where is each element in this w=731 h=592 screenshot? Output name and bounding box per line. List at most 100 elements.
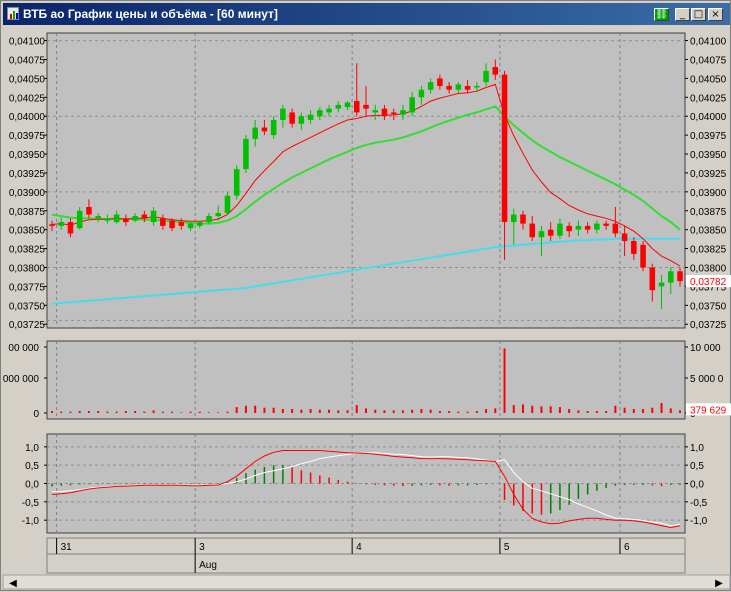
candle-body <box>196 222 203 226</box>
last-price-box <box>686 275 731 288</box>
candle-body <box>298 116 305 124</box>
price-tick-label-left: 0,03800 <box>9 263 46 274</box>
price-tick-label-right: 0,04050 <box>690 74 727 85</box>
price-panel[interactable] <box>46 32 686 329</box>
minimize-button[interactable]: _ <box>675 8 690 21</box>
candle-body <box>529 223 536 238</box>
price-tick-label-left: 0,04025 <box>9 93 46 104</box>
candle-body <box>344 102 351 108</box>
candle-body <box>233 169 240 196</box>
day-label: 4 <box>356 542 362 553</box>
price-tick-label-right: 0,04025 <box>690 93 727 104</box>
candle-body <box>289 112 295 124</box>
day-label: 6 <box>624 542 630 553</box>
scroll-right-arrow[interactable]: ▶ <box>715 578 723 589</box>
last-price-label: 0,03782 <box>690 277 727 288</box>
candle-body <box>150 210 157 223</box>
macd-tick-label-right: 0,0 <box>690 480 704 491</box>
price-tick-label-left: 0,03875 <box>9 207 46 218</box>
price-tick-label-left: 0,03925 <box>9 169 46 180</box>
candle-body <box>649 267 656 291</box>
macd-tick-label-left: -0,5 <box>22 498 40 509</box>
price-tick-label-left: 0,03950 <box>9 150 46 161</box>
candle-body <box>455 84 462 90</box>
volume-panel[interactable] <box>46 340 686 420</box>
last-volume-box <box>686 403 731 416</box>
macd-tick-label-left: 0,5 <box>25 461 39 472</box>
price-tick-label-left: 0,03975 <box>9 131 46 142</box>
price-tick-label-right: 0,03725 <box>690 320 727 331</box>
candle-body <box>464 85 471 90</box>
day-label: 3 <box>199 542 205 553</box>
candle-body <box>631 241 637 254</box>
volume-tick-label-right: 5 000 0 <box>690 374 724 385</box>
candle-body <box>215 213 222 217</box>
link-icon[interactable]: ⛓ <box>654 8 669 21</box>
candle-body <box>280 108 286 120</box>
price-tick-label-right: 0,03925 <box>690 169 727 180</box>
candle-body <box>95 216 101 219</box>
candle-body <box>224 195 231 214</box>
candle-body <box>58 222 65 226</box>
candle-body <box>640 244 646 268</box>
price-tick-label-left: 0,03900 <box>9 188 46 199</box>
maximize-button[interactable]: □ <box>691 8 706 21</box>
day-label: 31 <box>61 542 73 553</box>
candle-body <box>409 97 415 113</box>
app-icon <box>7 7 19 20</box>
candle-body <box>437 78 443 86</box>
price-tick-label-left: 0,03850 <box>9 226 46 237</box>
day-label: 5 <box>504 542 510 553</box>
candle-body <box>483 70 489 83</box>
candle-body <box>603 223 609 226</box>
candle-body <box>538 231 545 238</box>
candle-body <box>49 224 55 226</box>
candle-body <box>113 214 120 223</box>
title-bar[interactable]: ВТБ ао График цены и объёма - [60 минут]… <box>3 3 730 25</box>
macd-line <box>51 450 681 529</box>
price-tick-label-right: 0,03875 <box>690 207 727 218</box>
price-tick-label-right: 0,03775 <box>690 282 727 293</box>
candle-body <box>418 89 425 98</box>
last-volume-label: 379 629 <box>690 405 727 416</box>
candle-body <box>67 222 74 234</box>
candle-body <box>584 225 591 230</box>
candle-body <box>400 110 406 115</box>
price-tick-label-left: 0,04100 <box>9 37 46 48</box>
candle-body <box>594 223 600 230</box>
candle-body <box>510 214 517 223</box>
price-tick-label-right: 0,03900 <box>690 188 727 199</box>
price-tick-label-left: 0,03725 <box>9 320 46 331</box>
candle-body <box>372 110 379 113</box>
candle-body <box>501 74 508 223</box>
candle-body <box>621 233 628 242</box>
price-tick-label-right: 0,03950 <box>690 150 727 161</box>
candle-body <box>474 85 480 88</box>
macd-tick-label-left: 0,0 <box>25 480 39 491</box>
time-axis[interactable] <box>46 537 686 574</box>
price-tick-label-left: 0,03825 <box>9 245 46 256</box>
price-tick-label-right: 0,04000 <box>690 112 727 123</box>
candle-body <box>566 225 572 232</box>
macd-tick-label-left: 1,0 <box>25 443 39 454</box>
horizontal-scrollbar[interactable] <box>2 574 731 590</box>
candle-body <box>169 220 175 229</box>
price-tick-label-left: 0,03750 <box>9 301 46 312</box>
candle-body <box>557 223 563 236</box>
macd-tick-label-right: 1,0 <box>690 443 704 454</box>
candle-body <box>270 119 277 136</box>
candle-body <box>658 282 665 287</box>
candle-body <box>141 214 148 219</box>
scroll-left-arrow[interactable]: ◀ <box>9 578 17 589</box>
volume-tick-label-left: 0 <box>33 409 39 420</box>
price-tick-label-right: 0,03825 <box>690 245 727 256</box>
candle-body <box>206 216 212 223</box>
candle-body <box>326 108 332 113</box>
candle-body <box>243 138 249 170</box>
candle-body <box>427 82 434 90</box>
close-button[interactable]: × <box>708 8 723 21</box>
candle-body <box>547 229 554 236</box>
price-tick-label-left: 0,04000 <box>9 112 46 123</box>
candle-body <box>381 108 388 117</box>
ma-slow-line <box>51 237 680 305</box>
